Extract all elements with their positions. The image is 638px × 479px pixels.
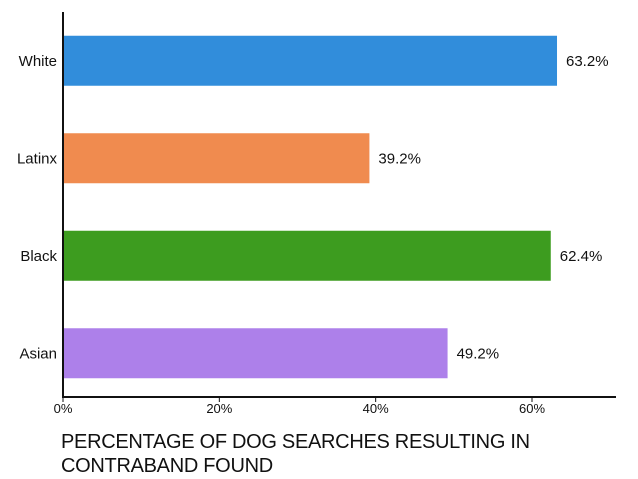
data-label-black: 62.4% [560,248,603,265]
bars-layer [64,35,558,379]
bar-white [64,35,558,86]
category-label-black: Black [20,248,57,265]
category-label-latinx: Latinx [17,150,58,167]
category-label-white: White [19,53,57,70]
data-label-white: 63.2% [566,53,609,70]
x-tick-label: 40% [363,401,389,416]
x-tick-label: 20% [206,401,232,416]
x-axis-title: PERCENTAGE OF DOG SEARCHES RESULTING IN … [61,431,530,477]
bar-latinx [64,133,370,184]
bar-chart: White 63.2% Latinx 39.2% Black 62.4% Asian 49.2… [17,12,616,416]
data-label-latinx: 39.2% [378,150,421,167]
category-label-asian: Asian [19,345,57,362]
x-tick-label: 60% [519,401,545,416]
x-tick-label: 0% [54,401,73,416]
bar-asian [64,328,448,379]
data-label-asian: 49.2% [457,345,500,362]
x-ticks-layer: 0% 20% 40% 60% [54,397,545,416]
bar-black [64,230,551,281]
labels-layer: White 63.2% Latinx 39.2% Black 62.4% Asian 49.2… [17,53,609,363]
